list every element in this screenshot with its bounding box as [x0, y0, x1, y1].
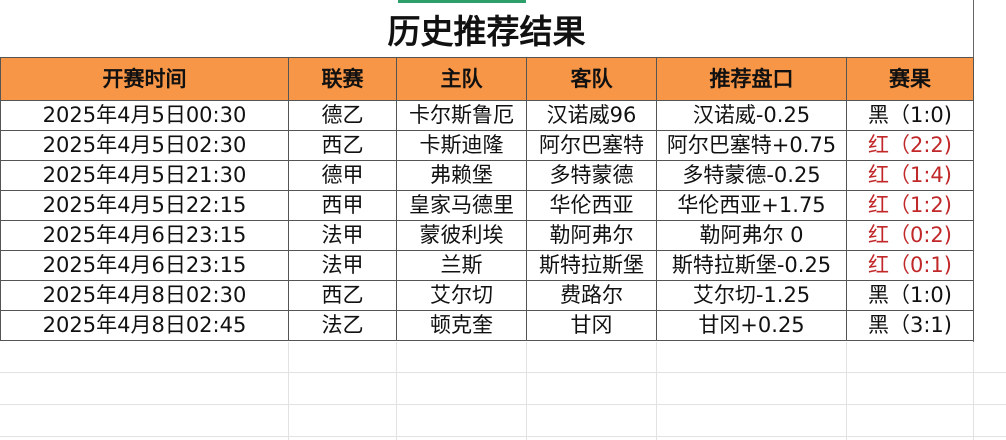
cell-home[interactable]: 弗赖堡: [396, 160, 527, 191]
table-row: 2025年4月5日22:15 西甲 皇家马德里 华伦西亚 华伦西亚+1.75 红（1:2): [0, 190, 974, 221]
header-away[interactable]: 客队: [526, 57, 657, 101]
cell-away[interactable]: 斯特拉斯堡: [526, 250, 657, 281]
cell-time[interactable]: 2025年4月5日00:30: [0, 100, 289, 131]
cell-time[interactable]: 2025年4月8日02:30: [0, 280, 289, 311]
cell-home[interactable]: 兰斯: [396, 250, 527, 281]
cell-away[interactable]: 汉诺威96: [526, 100, 657, 131]
cell-league[interactable]: 西甲: [288, 190, 397, 221]
cell-result[interactable]: 黑（3:1): [846, 310, 974, 341]
gridline: [846, 342, 847, 440]
gridline: [396, 342, 397, 440]
cell-result[interactable]: 黑（1:0): [846, 100, 974, 131]
gridline: [0, 404, 1006, 405]
cell-league[interactable]: 法甲: [288, 250, 397, 281]
table-row: 2025年4月5日00:30 德乙 卡尔斯鲁厄 汉诺威96 汉诺威-0.25 黑（1:0): [0, 100, 974, 131]
gridline: [0, 436, 1006, 437]
table-row: 2025年4月8日02:45 法乙 顿克奎 甘冈 甘冈+0.25 黑（3:1): [0, 310, 974, 341]
cell-pick[interactable]: 多特蒙德-0.25: [656, 160, 847, 191]
cell-time[interactable]: 2025年4月5日22:15: [0, 190, 289, 221]
header-league[interactable]: 联赛: [288, 57, 397, 101]
cell-result[interactable]: 红（0:2): [846, 220, 974, 251]
cell-home[interactable]: 皇家马德里: [396, 190, 527, 221]
cell-league[interactable]: 法甲: [288, 220, 397, 251]
results-table: 开赛时间 联赛 主队 客队 推荐盘口 赛果 2025年4月5日00:30 德乙 卡尔…: [0, 57, 974, 341]
cell-away[interactable]: 阿尔巴塞特: [526, 130, 657, 161]
gridline: [0, 372, 1006, 373]
cell-home[interactable]: 蒙彼利埃: [396, 220, 527, 251]
cell-time[interactable]: 2025年4月8日02:45: [0, 310, 289, 341]
table-row: 2025年4月6日23:15 法甲 兰斯 斯特拉斯堡 斯特拉斯堡-0.25 红（0:1): [0, 250, 974, 281]
cell-away[interactable]: 费路尔: [526, 280, 657, 311]
table-row: 2025年4月8日02:30 西乙 艾尔切 费路尔 艾尔切-1.25 黑（1:0): [0, 280, 974, 311]
cell-result[interactable]: 黑（1:0): [846, 280, 974, 311]
gridline: [656, 342, 657, 440]
cell-time[interactable]: 2025年4月6日23:15: [0, 250, 289, 281]
cell-pick[interactable]: 阿尔巴塞特+0.75: [656, 130, 847, 161]
column-divider: [973, 0, 974, 342]
table-row: 2025年4月6日23:15 法甲 蒙彼利埃 勒阿弗尔 勒阿弗尔 0 红（0:2): [0, 220, 974, 251]
cell-league[interactable]: 德甲: [288, 160, 397, 191]
cell-home[interactable]: 卡斯迪隆: [396, 130, 527, 161]
cell-time[interactable]: 2025年4月5日21:30: [0, 160, 289, 191]
cell-pick[interactable]: 勒阿弗尔 0: [656, 220, 847, 251]
active-sheet-indicator: [398, 0, 526, 3]
cell-result[interactable]: 红（0:1): [846, 250, 974, 281]
header-time[interactable]: 开赛时间: [0, 57, 289, 101]
cell-result[interactable]: 红（1:2): [846, 190, 974, 221]
cell-pick[interactable]: 华伦西亚+1.75: [656, 190, 847, 221]
header-pick[interactable]: 推荐盘口: [656, 57, 847, 101]
cell-pick[interactable]: 汉诺威-0.25: [656, 100, 847, 131]
sheet-title: 历史推荐结果: [0, 0, 973, 58]
cell-home[interactable]: 卡尔斯鲁厄: [396, 100, 527, 131]
cell-league[interactable]: 法乙: [288, 310, 397, 341]
table-row: 2025年4月5日21:30 德甲 弗赖堡 多特蒙德 多特蒙德-0.25 红（1:4): [0, 160, 974, 191]
cell-time[interactable]: 2025年4月6日23:15: [0, 220, 289, 251]
header-home[interactable]: 主队: [396, 57, 527, 101]
cell-away[interactable]: 勒阿弗尔: [526, 220, 657, 251]
cell-pick[interactable]: 艾尔切-1.25: [656, 280, 847, 311]
gridline: [973, 342, 974, 440]
cell-away[interactable]: 华伦西亚: [526, 190, 657, 221]
gridline: [288, 342, 289, 440]
table-row: 2025年4月5日02:30 西乙 卡斯迪隆 阿尔巴塞特 阿尔巴塞特+0.75 红（2:2…: [0, 130, 974, 161]
header-result[interactable]: 赛果: [846, 57, 974, 101]
cell-home[interactable]: 顿克奎: [396, 310, 527, 341]
cell-result[interactable]: 红（1:4): [846, 160, 974, 191]
cell-home[interactable]: 艾尔切: [396, 280, 527, 311]
cell-league[interactable]: 西乙: [288, 280, 397, 311]
cell-pick[interactable]: 甘冈+0.25: [656, 310, 847, 341]
cell-league[interactable]: 西乙: [288, 130, 397, 161]
cell-pick[interactable]: 斯特拉斯堡-0.25: [656, 250, 847, 281]
cell-time[interactable]: 2025年4月5日02:30: [0, 130, 289, 161]
cell-result[interactable]: 红（2:2): [846, 130, 974, 161]
header-row: 开赛时间 联赛 主队 客队 推荐盘口 赛果: [0, 57, 974, 101]
gridline: [526, 342, 527, 440]
cell-away[interactable]: 多特蒙德: [526, 160, 657, 191]
cell-league[interactable]: 德乙: [288, 100, 397, 131]
cell-away[interactable]: 甘冈: [526, 310, 657, 341]
